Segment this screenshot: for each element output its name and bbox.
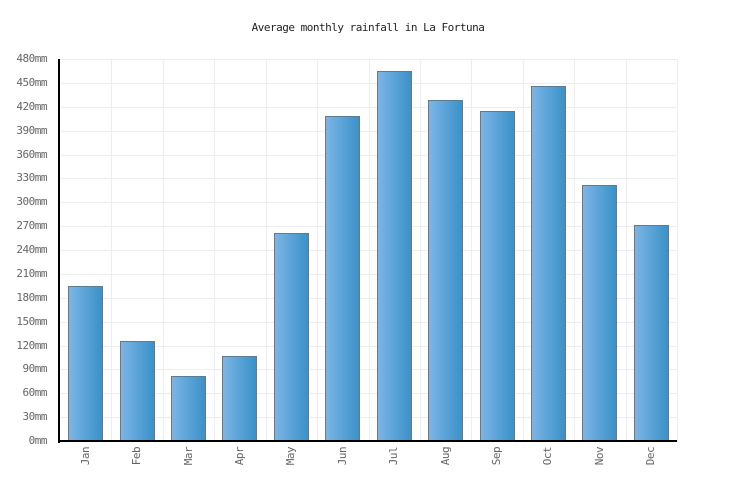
x-tick-label-aug: Aug [439, 446, 452, 466]
gridline-h-330mm [60, 178, 677, 179]
gridline-h-420mm [60, 107, 677, 108]
y-tick-label-450mm: 450mm [16, 76, 47, 89]
bar-jan[interactable] [68, 286, 103, 441]
bar-mar[interactable] [171, 376, 206, 441]
y-tick-label-420mm: 420mm [16, 100, 47, 113]
gridline-h-150mm [60, 322, 677, 323]
x-tick-label-mar: Mar [182, 446, 195, 466]
gridline-v-6 [369, 59, 370, 441]
x-tick-label-jun: Jun [336, 446, 349, 466]
bar-feb[interactable] [120, 341, 155, 441]
gridline-h-360mm [60, 155, 677, 156]
x-tick-label-apr: Apr [233, 446, 246, 466]
y-tick-label-180mm: 180mm [16, 291, 47, 304]
y-tick-label-390mm: 390mm [16, 124, 47, 137]
bar-nov[interactable] [582, 185, 617, 441]
bar-sep[interactable] [480, 111, 515, 441]
y-tick-label-30mm: 30mm [22, 410, 48, 423]
gridline-v-12 [677, 59, 678, 441]
y-tick-label-300mm: 300mm [16, 195, 47, 208]
x-tick-label-jan: Jan [79, 446, 92, 466]
x-tick-label-dec: Dec [644, 446, 657, 466]
gridline-v-8 [471, 59, 472, 441]
x-tick-label-nov: Nov [593, 446, 606, 466]
y-tick-label-150mm: 150mm [16, 315, 47, 328]
y-tick-label-270mm: 270mm [16, 219, 47, 232]
x-tick-label-sep: Sep [490, 446, 503, 466]
chart-title: Average monthly rainfall in La Fortuna [251, 21, 485, 34]
bar-oct[interactable] [531, 86, 566, 441]
gridline-v-7 [420, 59, 421, 441]
gridline-h-180mm [60, 298, 677, 299]
gridline-v-9 [523, 59, 524, 441]
gridline-h-300mm [60, 202, 677, 203]
gridline-h-270mm [60, 226, 677, 227]
bar-dec[interactable] [634, 225, 669, 441]
y-tick-label-210mm: 210mm [16, 267, 47, 280]
x-axis-line [58, 440, 677, 442]
gridline-h-60mm [60, 393, 677, 394]
gridline-v-4 [266, 59, 267, 441]
y-tick-label-360mm: 360mm [16, 148, 47, 161]
x-tick-label-feb: Feb [130, 446, 143, 466]
gridline-v-1 [111, 59, 112, 441]
gridline-h-210mm [60, 274, 677, 275]
gridline-v-2 [163, 59, 164, 441]
y-tick-label-330mm: 330mm [16, 171, 47, 184]
y-tick-label-0mm: 0mm [28, 434, 48, 447]
y-tick-label-240mm: 240mm [16, 243, 47, 256]
x-tick-label-may: May [284, 446, 297, 466]
y-tick-label-480mm: 480mm [16, 52, 47, 65]
gridline-h-90mm [60, 369, 677, 370]
gridline-h-480mm [60, 59, 677, 60]
gridline-v-3 [214, 59, 215, 441]
bar-apr[interactable] [222, 356, 257, 441]
gridline-h-450mm [60, 83, 677, 84]
y-tick-label-120mm: 120mm [16, 339, 47, 352]
bar-may[interactable] [274, 233, 309, 441]
gridline-v-11 [626, 59, 627, 441]
gridline-v-10 [574, 59, 575, 441]
gridline-v-5 [317, 59, 318, 441]
gridline-h-390mm [60, 131, 677, 132]
gridline-h-240mm [60, 250, 677, 251]
y-tick-label-60mm: 60mm [22, 386, 48, 399]
y-axis-line [58, 59, 60, 443]
gridline-h-120mm [60, 346, 677, 347]
x-tick-label-jul: Jul [387, 446, 400, 466]
bar-jul[interactable] [377, 71, 412, 441]
bar-jun[interactable] [325, 116, 360, 441]
bar-aug[interactable] [428, 100, 463, 441]
x-tick-label-oct: Oct [541, 446, 554, 466]
gridline-h-30mm [60, 417, 677, 418]
y-tick-label-90mm: 90mm [22, 362, 48, 375]
